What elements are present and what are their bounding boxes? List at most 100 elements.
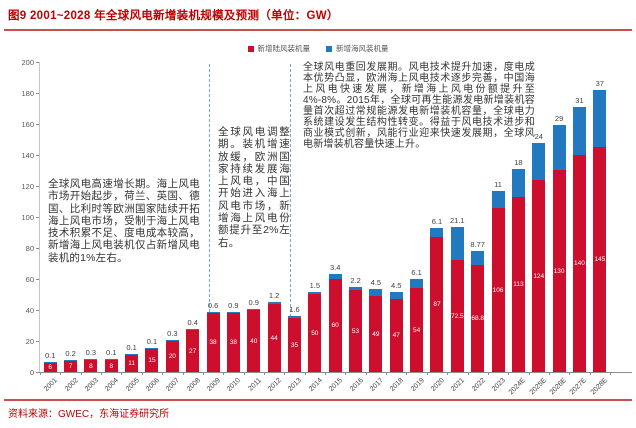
onshore-bar: 72.5 (450, 260, 464, 372)
onshore-bar: 53 (349, 290, 363, 372)
offshore-bar (572, 107, 586, 155)
offshore-bar (389, 292, 403, 299)
offshore-value-label: 21.1 (450, 216, 465, 225)
onshore-value-label: 140 (574, 260, 585, 267)
onshore-bar: 145 (593, 147, 607, 372)
onshore-value-label: 20 (168, 353, 176, 360)
offshore-bar (328, 274, 342, 279)
offshore-bar (165, 340, 179, 341)
offshore-bar (226, 312, 240, 313)
offshore-value-label: 1.6 (289, 305, 300, 314)
offshore-value-label: 0.1 (44, 351, 56, 360)
offshore-bar (84, 359, 98, 360)
offshore-value-label: 6.1 (411, 268, 422, 277)
y-tick-label: 100 (21, 213, 34, 222)
onshore-bar: 11 (125, 355, 139, 372)
onshore-value-label: 72.5 (450, 312, 464, 320)
offshore-value-label: 0.1 (126, 343, 137, 352)
y-tick-label: 40 (25, 306, 34, 315)
y-tick-mark (36, 124, 39, 125)
offshore-bar (145, 348, 159, 349)
offshore-value-label: 1.2 (268, 291, 280, 300)
offshore-bar (43, 362, 57, 363)
offshore-bar (287, 316, 301, 318)
y-tick-label: 160 (21, 120, 34, 129)
y-tick-mark (36, 341, 39, 342)
x-tick-mark (365, 372, 367, 375)
x-tick-mark (263, 372, 265, 375)
onshore-value-label: 38 (209, 339, 217, 346)
offshore-value-label: 0.9 (248, 298, 259, 307)
y-tick-label: 0 (29, 368, 34, 377)
period-separator-line (208, 64, 210, 372)
offshore-bar (206, 312, 220, 313)
offshore-value-label: 31 (575, 96, 584, 105)
onshore-bar: 68.8 (471, 265, 485, 372)
x-tick-mark (528, 372, 530, 375)
onshore-bar: 38 (206, 313, 220, 372)
x-tick-mark (610, 372, 611, 375)
offshore-value-label: 0.1 (146, 337, 158, 346)
y-tick-label: 20 (25, 337, 34, 346)
y-tick-mark (36, 217, 39, 218)
y-tick-label: 180 (21, 89, 34, 98)
onshore-bar: 27 (186, 330, 200, 372)
y-tick-mark (36, 93, 39, 94)
onshore-value-label: 50 (311, 329, 319, 337)
offshore-bar (532, 143, 546, 180)
onshore-value-label: 27 (189, 347, 197, 355)
onshore-bar: 87 (430, 237, 444, 372)
y-tick-label: 200 (21, 58, 34, 67)
y-tick-mark (36, 155, 39, 156)
onshore-bar: 20 (165, 341, 179, 372)
offshore-value-label: 3.4 (329, 263, 341, 272)
legend-label-offshore: 新增海风装机量 (336, 44, 389, 53)
onshore-bar: 50 (308, 294, 322, 372)
x-axis-line (36, 372, 632, 373)
offshore-value-label: 18 (514, 158, 523, 167)
onshore-bar: 49 (369, 296, 383, 372)
onshore-bar: 47 (389, 299, 403, 372)
annotation-period-3: 全球风电重回发展期。风电技术提升加速，度电成本优势凸显，欧洲海上风电技术逐步完善… (303, 62, 535, 150)
onshore-value-label: 60 (331, 322, 339, 329)
y-tick-mark (36, 372, 39, 373)
x-tick-mark (569, 372, 571, 375)
offshore-bar (430, 228, 444, 237)
onshore-bar: 140 (572, 155, 586, 372)
onshore-value-label: 7 (68, 363, 73, 370)
offshore-value-label: 0.3 (167, 329, 178, 338)
offshore-value-label: 6.1 (431, 217, 443, 226)
onshore-value-label: 106 (492, 286, 504, 294)
onshore-swatch-icon (247, 45, 254, 52)
onshore-bar: 113 (511, 197, 525, 372)
onshore-bar: 7 (64, 361, 78, 372)
onshore-bar: 40 (247, 310, 261, 372)
y-tick-mark (36, 186, 39, 187)
offshore-value-label: 11 (494, 180, 502, 189)
onshore-bar: 44 (267, 304, 281, 372)
legend-label-onshore: 新增陆风装机量 (257, 44, 311, 53)
offshore-bar (410, 279, 424, 288)
onshore-value-label: 49 (372, 330, 380, 338)
x-tick-mark (202, 372, 204, 375)
onshore-value-label: 15 (148, 357, 156, 364)
onshore-bar: 130 (552, 170, 566, 372)
offshore-bar (369, 289, 383, 296)
onshore-bar: 35 (287, 318, 301, 372)
onshore-value-label: 47 (392, 332, 400, 339)
onshore-bar: 8 (84, 360, 98, 372)
offshore-value-label: 0.3 (85, 348, 97, 357)
x-tick-mark (101, 372, 103, 375)
x-tick-mark (508, 372, 510, 375)
x-tick-mark (548, 372, 550, 375)
onshore-bar: 106 (491, 208, 505, 372)
title-divider (4, 29, 632, 31)
offshore-bar (267, 302, 281, 304)
offshore-bar (349, 287, 363, 290)
onshore-value-label: 87 (433, 301, 441, 308)
onshore-value-label: 8 (109, 362, 114, 370)
y-tick-label: 140 (21, 151, 34, 160)
onshore-value-label: 6 (48, 364, 52, 371)
onshore-bar: 54 (410, 288, 424, 372)
x-tick-mark (284, 372, 286, 375)
